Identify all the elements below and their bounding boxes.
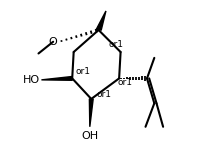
Text: or1: or1: [118, 78, 133, 87]
Polygon shape: [96, 11, 106, 30]
Text: or1: or1: [76, 67, 91, 76]
Text: HO: HO: [23, 75, 40, 85]
Text: or1: or1: [108, 40, 123, 49]
Text: OH: OH: [81, 131, 98, 141]
Text: or1: or1: [96, 90, 111, 99]
Text: O: O: [48, 37, 57, 47]
Polygon shape: [89, 99, 93, 127]
Polygon shape: [41, 77, 72, 80]
